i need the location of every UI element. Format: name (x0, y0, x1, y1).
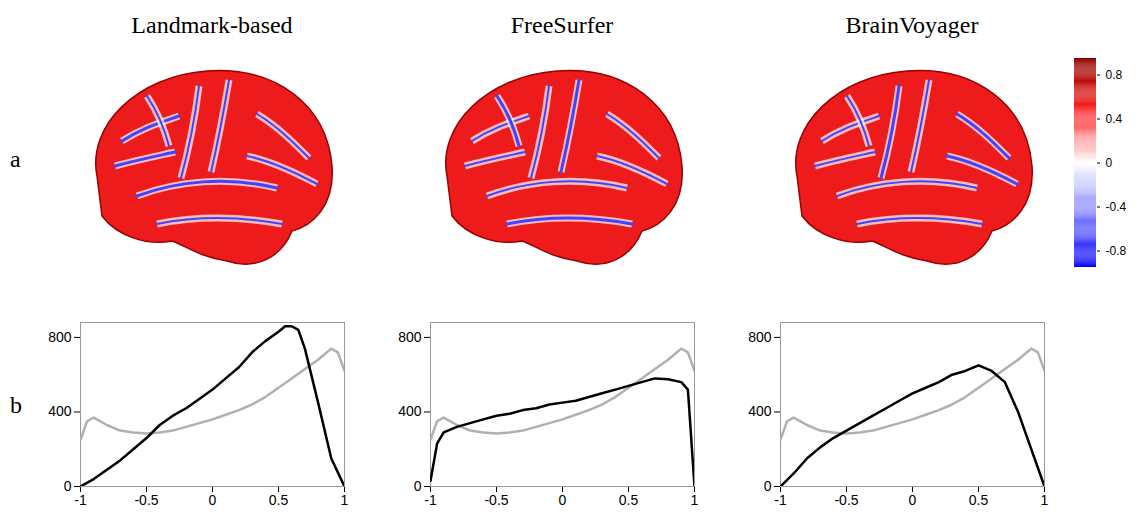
svg-text:0.5: 0.5 (969, 492, 989, 508)
svg-text:1: 1 (341, 492, 349, 508)
svg-text:-1: -1 (774, 492, 787, 508)
html-text:Landmark-based: Landmark-based (131, 12, 293, 38)
svg-text:1: 1 (691, 492, 699, 508)
svg-text:0.4: 0.4 (1106, 112, 1123, 126)
svg-text:0: 0 (764, 478, 772, 494)
svg-text:-0.5: -0.5 (834, 492, 858, 508)
svg-text:0.5: 0.5 (269, 492, 289, 508)
svg-text:0: 0 (559, 492, 567, 508)
svg-text:-1: -1 (74, 492, 87, 508)
svg-text:-0.5: -0.5 (134, 492, 158, 508)
html-text:FreeSurfer: FreeSurfer (510, 12, 614, 38)
svg-text:0: 0 (1106, 156, 1113, 170)
svg-text:1: 1 (1041, 492, 1049, 508)
svg-text:400: 400 (748, 403, 772, 419)
svg-text:-0.8: -0.8 (1106, 244, 1127, 258)
svg-text:0: 0 (64, 478, 72, 494)
svg-text:0.8: 0.8 (1106, 68, 1123, 82)
svg-text:-0.5: -0.5 (484, 492, 508, 508)
svg-text:400: 400 (48, 403, 72, 419)
svg-text:-1: -1 (424, 492, 437, 508)
html-text:a: a (10, 146, 21, 172)
svg-text:-0.4: -0.4 (1106, 200, 1127, 214)
html-text:BrainVoyager: BrainVoyager (845, 12, 979, 38)
svg-text:400: 400 (398, 403, 422, 419)
html-text:b: b (10, 392, 22, 418)
svg-text:800: 800 (748, 329, 772, 345)
svg-text:0: 0 (909, 492, 917, 508)
svg-text:800: 800 (398, 329, 422, 345)
svg-text:800: 800 (48, 329, 72, 345)
svg-text:0.5: 0.5 (619, 492, 639, 508)
svg-text:0: 0 (209, 492, 217, 508)
svg-text:0: 0 (414, 478, 422, 494)
